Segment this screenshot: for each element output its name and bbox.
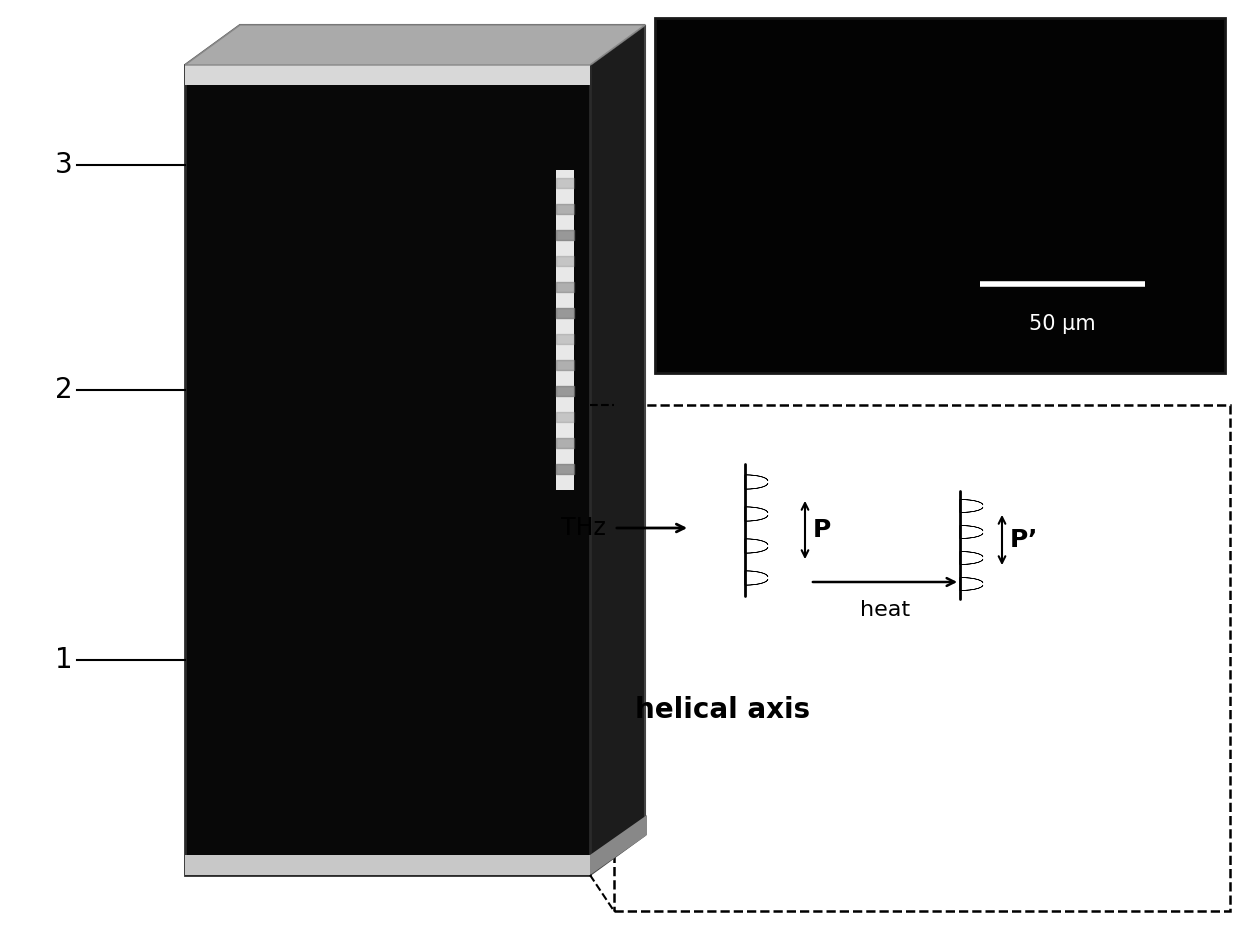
Text: heat: heat: [859, 600, 910, 620]
Polygon shape: [745, 546, 768, 553]
Bar: [655, 18, 1225, 373]
Polygon shape: [960, 532, 983, 539]
Polygon shape: [745, 578, 768, 585]
Text: 50 μm: 50 μm: [1029, 314, 1096, 334]
Polygon shape: [185, 25, 645, 65]
Polygon shape: [745, 539, 768, 546]
Polygon shape: [745, 507, 768, 514]
Text: 1: 1: [55, 646, 73, 674]
Polygon shape: [745, 514, 768, 521]
Polygon shape: [556, 170, 574, 490]
Text: 3: 3: [55, 151, 73, 179]
Polygon shape: [745, 475, 768, 482]
Polygon shape: [960, 552, 983, 558]
Polygon shape: [185, 855, 590, 875]
Polygon shape: [960, 525, 983, 532]
Text: 2: 2: [55, 376, 73, 404]
Bar: [614, 405, 1230, 911]
Polygon shape: [745, 482, 768, 489]
Text: helical axis: helical axis: [635, 696, 810, 724]
Polygon shape: [960, 558, 983, 565]
Polygon shape: [745, 570, 768, 578]
Polygon shape: [590, 815, 647, 875]
Polygon shape: [960, 499, 983, 506]
Polygon shape: [185, 25, 645, 65]
Polygon shape: [960, 578, 983, 584]
Text: P’: P’: [1011, 528, 1038, 552]
Text: THz: THz: [562, 516, 606, 540]
Polygon shape: [185, 65, 590, 85]
Polygon shape: [960, 584, 983, 591]
Polygon shape: [960, 506, 983, 512]
Polygon shape: [185, 65, 590, 875]
Text: P: P: [813, 518, 831, 542]
Polygon shape: [590, 25, 645, 875]
